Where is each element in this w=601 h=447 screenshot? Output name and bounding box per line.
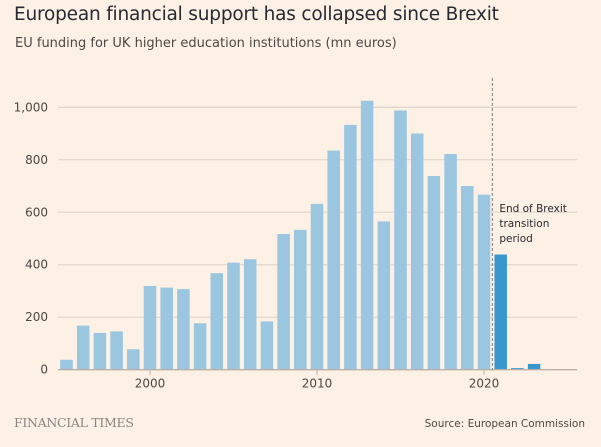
x-tick-label: 2010: [302, 377, 333, 391]
bar-1999: [127, 349, 140, 370]
bar-2019: [461, 186, 474, 370]
bar-2008: [277, 234, 290, 370]
bar-2010: [310, 203, 324, 370]
y-tick-label: 0: [40, 363, 48, 377]
bar-1996: [76, 325, 90, 370]
y-tick-label: 600: [25, 205, 48, 219]
y-tick-label: 800: [25, 153, 48, 167]
bar-2012: [344, 124, 357, 370]
y-tick-label: 1,000: [14, 100, 48, 114]
y-axis-ticks: 0 200 400 600 800 1,000: [14, 100, 48, 376]
bar-2003: [193, 323, 207, 370]
bar-2009: [294, 229, 307, 370]
bar-2021: [494, 254, 507, 370]
bars: [60, 100, 541, 370]
chart-subtitle: EU funding for UK higher education insti…: [15, 36, 397, 51]
x-tick-label: 2000: [135, 377, 166, 391]
bar-2006: [243, 259, 257, 370]
bar-2007: [260, 321, 274, 370]
bar-1995: [60, 359, 73, 370]
chart-title: European financial support has collapsed…: [14, 4, 499, 25]
bar-2004: [210, 273, 224, 370]
x-axis-ticks: 2000 2010 2020: [135, 369, 500, 391]
x-tick-label: 2020: [469, 377, 500, 391]
ft-logo: FINANCIAL TIMES: [14, 415, 134, 430]
bar-2016: [410, 133, 424, 370]
bar-2017: [427, 176, 441, 370]
annotation-text: End of Brexit: [499, 203, 567, 215]
bar-2002: [177, 289, 190, 370]
annotation-text: transition: [499, 218, 549, 230]
bar-2022: [511, 368, 524, 370]
annotation-text: period: [499, 233, 532, 245]
brexit-annotation: End of Brexit transition period: [491, 78, 567, 370]
bar-2005: [227, 262, 240, 370]
bar-2000: [143, 285, 157, 370]
bar-2015: [394, 110, 407, 370]
bar-2020: [477, 194, 491, 370]
bar-1997: [93, 332, 107, 370]
bar-2014: [377, 221, 391, 370]
bar-2023: [527, 363, 541, 370]
source-note: Source: European Commission: [424, 418, 585, 430]
bar-2013: [360, 100, 374, 370]
bar-2001: [160, 287, 173, 370]
y-tick-label: 400: [25, 258, 48, 272]
bar-2018: [444, 154, 457, 370]
y-tick-label: 200: [25, 310, 48, 324]
bar-1998: [110, 331, 123, 370]
bar-2011: [327, 150, 340, 370]
